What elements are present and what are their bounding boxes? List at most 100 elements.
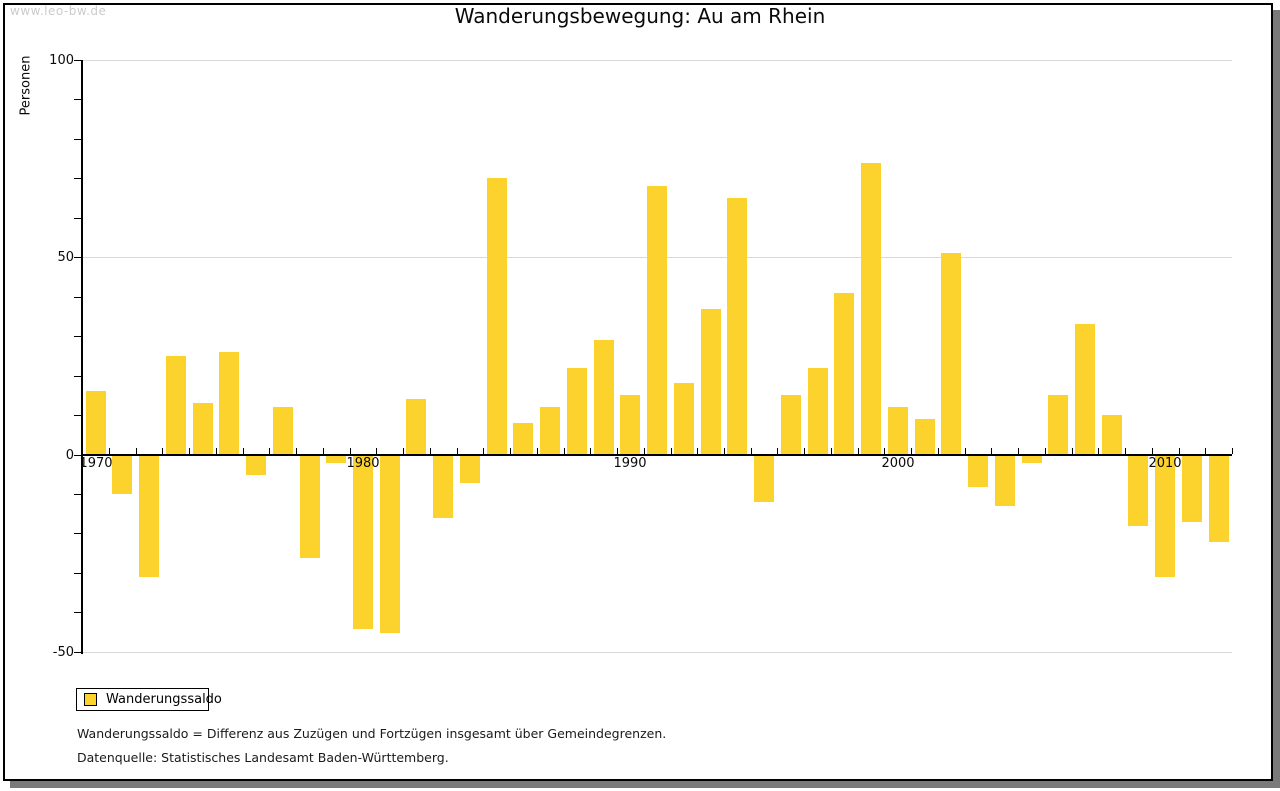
bar-1973 (166, 356, 186, 455)
bar-1976 (246, 455, 266, 475)
y-axis-line (81, 60, 83, 654)
x-tick (1045, 448, 1046, 454)
bar-2002 (941, 253, 961, 454)
x-tick (671, 448, 672, 454)
bar-1982 (406, 399, 426, 454)
x-tick-label-2010: 2010 (1148, 456, 1182, 471)
y-tick (74, 297, 81, 298)
bar-1983 (433, 455, 453, 518)
y-tick-label: 0 (65, 448, 74, 463)
bar-2008 (1102, 415, 1122, 454)
watermark: www.leo-bw.de (10, 4, 107, 18)
bar-1993 (701, 309, 721, 455)
y-tick (74, 178, 81, 179)
y-tick (74, 494, 81, 495)
x-tick (938, 448, 939, 454)
bar-2000 (888, 407, 908, 454)
footnote-source: Datenquelle: Statistisches Landesamt Bad… (77, 750, 449, 765)
x-tick-label-1970: 1970 (79, 456, 113, 471)
bar-2011 (1182, 455, 1202, 522)
x-tick (376, 448, 377, 454)
bar-1974 (193, 403, 213, 454)
bar-2007 (1075, 324, 1095, 454)
bar-2005 (1022, 455, 1042, 463)
x-tick (216, 448, 217, 454)
bar-1978 (300, 455, 320, 558)
x-tick (991, 448, 992, 454)
x-tick (1152, 448, 1153, 454)
bar-2004 (995, 455, 1015, 506)
bar-1977 (273, 407, 293, 454)
x-tick (483, 448, 484, 454)
x-tick (564, 448, 565, 454)
x-tick (697, 448, 698, 454)
y-tick (74, 376, 81, 377)
footnote-definition: Wanderungssaldo = Differenz aus Zuzügen … (77, 726, 667, 741)
x-tick (1072, 448, 1073, 454)
bar-1972 (139, 455, 159, 577)
x-tick (884, 448, 885, 454)
y-tick (74, 99, 81, 100)
bar-1986 (513, 423, 533, 455)
x-tick (82, 448, 83, 454)
x-tick (323, 448, 324, 454)
bar-1981 (380, 455, 400, 633)
x-tick (136, 448, 137, 454)
legend-label: Wanderungssaldo (106, 692, 222, 707)
gridline-100 (83, 60, 1232, 61)
x-tick (617, 448, 618, 454)
x-tick (189, 448, 190, 454)
bar-1998 (834, 293, 854, 455)
y-tick (74, 139, 81, 140)
x-tick (109, 448, 110, 454)
x-tick (965, 448, 966, 454)
x-tick (1098, 448, 1099, 454)
x-tick (911, 448, 912, 454)
x-tick (457, 448, 458, 454)
bar-1995 (754, 455, 774, 502)
x-tick (831, 448, 832, 454)
bar-1984 (460, 455, 480, 483)
bar-2012 (1209, 455, 1229, 542)
y-tick (74, 336, 81, 337)
x-tick (243, 448, 244, 454)
bar-1985 (487, 178, 507, 454)
chart-frame (3, 3, 1273, 781)
bar-1970 (86, 391, 106, 454)
x-tick (644, 448, 645, 454)
bar-1999 (861, 163, 881, 455)
x-tick (590, 448, 591, 454)
y-tick (74, 573, 81, 574)
bar-1979 (326, 455, 346, 463)
x-tick (1205, 448, 1206, 454)
y-tick (74, 257, 81, 258)
x-tick (858, 448, 859, 454)
legend-box: Wanderungssaldo (76, 688, 222, 711)
bar-1980 (353, 455, 373, 629)
bar-1994 (727, 198, 747, 454)
y-tick-label: 100 (49, 53, 74, 68)
bar-1989 (594, 340, 614, 454)
bar-2009 (1128, 455, 1148, 526)
gridline--50 (83, 652, 1232, 653)
y-tick (74, 455, 81, 456)
bar-1987 (540, 407, 560, 454)
x-tick (1179, 448, 1180, 454)
bar-1975 (219, 352, 239, 455)
bar-2001 (915, 419, 935, 455)
bar-2010 (1155, 455, 1175, 577)
x-tick (1018, 448, 1019, 454)
y-tick (74, 218, 81, 219)
x-tick (804, 448, 805, 454)
x-tick (162, 448, 163, 454)
bar-1988 (567, 368, 587, 455)
x-tick (350, 448, 351, 454)
bar-1971 (112, 455, 132, 494)
y-tick-label: -50 (52, 645, 74, 660)
y-tick (74, 612, 81, 613)
y-tick (74, 415, 81, 416)
x-tick (296, 448, 297, 454)
bar-1990 (620, 395, 640, 454)
x-tick (751, 448, 752, 454)
